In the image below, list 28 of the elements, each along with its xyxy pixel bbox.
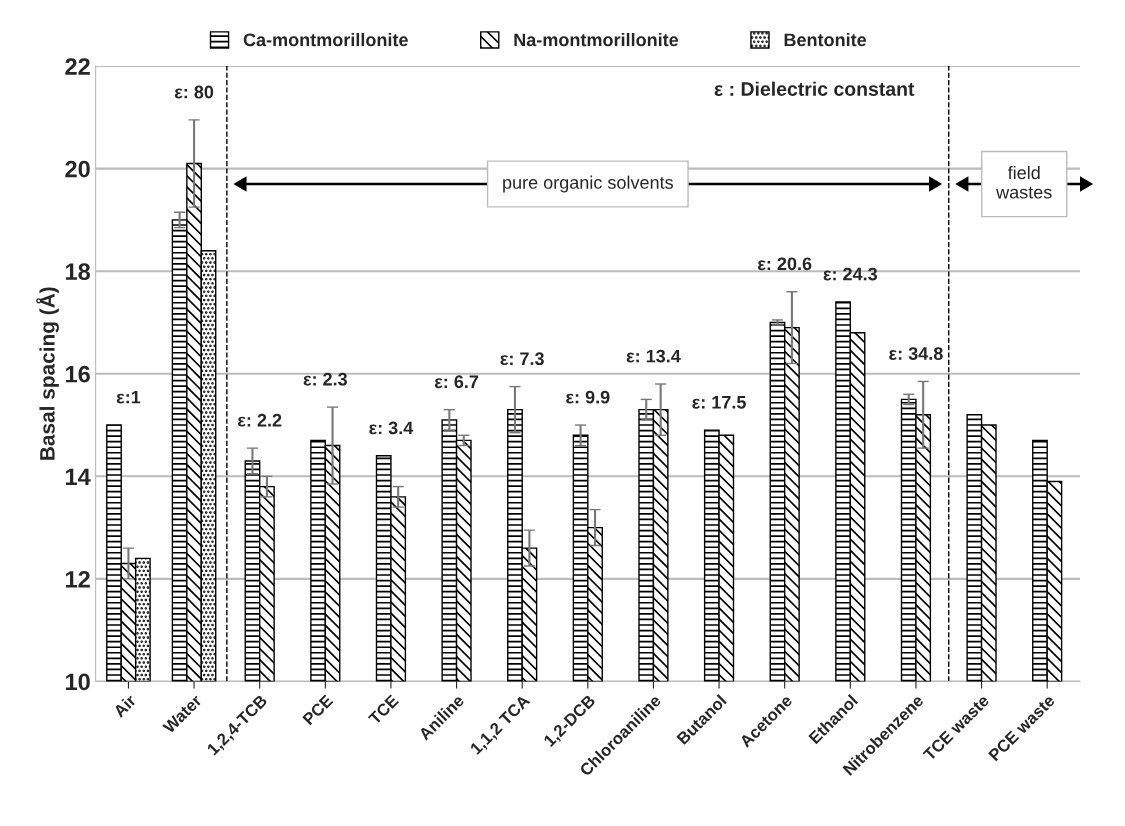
- annotation: ε: 3.4: [369, 421, 414, 435]
- annotation: ε: 20.6: [758, 257, 812, 271]
- x-tick-label: Air: [112, 693, 137, 718]
- legend-label: Bentonite: [784, 33, 867, 47]
- annotation: ε : Dielectric constant: [714, 81, 915, 96]
- annotation: ε: 24.3: [823, 267, 878, 281]
- y-axis-title: Basal spacing (Å): [36, 287, 59, 460]
- annotation: ε: 34.8: [889, 347, 943, 360]
- annotation: ε: 17.5: [692, 396, 746, 409]
- y-tick-label: 10: [65, 673, 90, 691]
- annotation: field wastes: [996, 165, 1052, 199]
- annotation: ε:1: [116, 390, 141, 404]
- annotation: ε: 2.3: [303, 372, 348, 386]
- annotation: ε: 6.7: [434, 375, 479, 389]
- annotation: ε: 13.4: [626, 349, 681, 363]
- y-tick-label: 14: [65, 468, 91, 485]
- legend-label: Na-montmorillonite: [514, 33, 679, 47]
- annotation: ε: 2.2: [238, 413, 282, 427]
- y-tick-label: 18: [65, 263, 91, 280]
- legend-label: Ca-montmorillonite: [243, 33, 408, 47]
- y-tick-label: 12: [65, 570, 90, 588]
- y-tick-label: 16: [65, 365, 90, 383]
- annotation: ε: 7.3: [500, 352, 544, 366]
- y-tick-label: 20: [65, 160, 90, 178]
- annotation: ε: 9.9: [566, 390, 610, 404]
- y-tick-label: 22: [65, 58, 90, 75]
- annotation: ε: 80: [174, 85, 214, 99]
- annotation: pure organic solvents: [503, 175, 673, 193]
